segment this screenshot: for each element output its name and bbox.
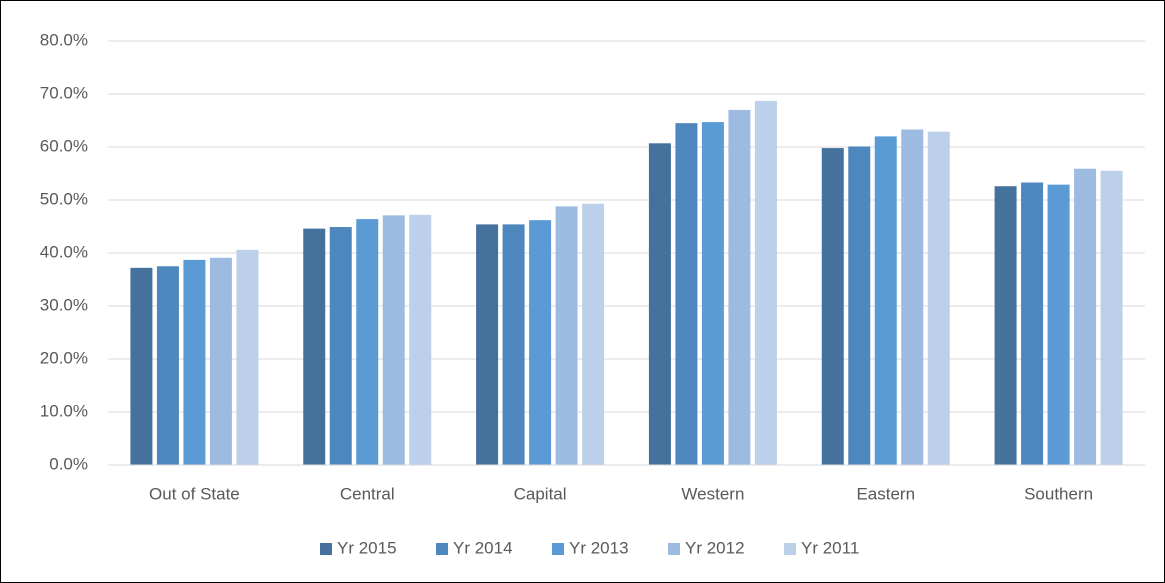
bar: [183, 259, 206, 465]
x-tick-label: Southern: [1024, 484, 1093, 503]
y-tick-label: 30.0%: [40, 295, 88, 314]
bar: [382, 215, 405, 465]
y-tick-label: 80.0%: [40, 30, 88, 49]
bar: [675, 123, 698, 466]
bar: [329, 227, 352, 465]
bar: [130, 267, 153, 465]
x-tick-label: Central: [340, 484, 395, 503]
bar: [303, 228, 326, 465]
bar: [701, 122, 724, 465]
bar: [821, 148, 844, 465]
bar: [1021, 182, 1044, 465]
x-tick-label: Western: [681, 484, 744, 503]
bar: [582, 203, 605, 465]
x-tick-label: Out of State: [149, 484, 240, 503]
legend-label: Yr 2014: [453, 538, 513, 557]
bar: [927, 131, 950, 465]
bar: [728, 109, 751, 466]
x-tick-label: Capital: [514, 484, 567, 503]
bar: [901, 129, 924, 465]
legend-swatch: [320, 543, 332, 555]
bar: [409, 214, 432, 465]
bar: [356, 219, 379, 465]
y-tick-label: 50.0%: [40, 189, 88, 208]
bar: [236, 249, 259, 465]
y-tick-label: 40.0%: [40, 242, 88, 261]
bar: [874, 136, 897, 465]
bar: [476, 224, 499, 465]
bar: [529, 220, 552, 465]
y-tick-label: 60.0%: [40, 136, 88, 155]
bar: [156, 266, 179, 465]
bar: [1074, 168, 1097, 466]
legend-label: Yr 2012: [685, 538, 745, 557]
legend-swatch: [784, 543, 796, 555]
y-tick-label: 70.0%: [40, 83, 88, 102]
y-tick-label: 0.0%: [49, 454, 88, 473]
bar: [1100, 170, 1123, 465]
bar: [848, 146, 871, 465]
legend-label: Yr 2015: [337, 538, 397, 557]
legend-swatch: [668, 543, 680, 555]
bar: [1047, 184, 1070, 465]
y-tick-label: 10.0%: [40, 401, 88, 420]
bar: [502, 224, 525, 465]
legend-label: Yr 2013: [569, 538, 629, 557]
bar: [754, 100, 777, 465]
legend-swatch: [436, 543, 448, 555]
legend-label: Yr 2011: [801, 538, 859, 557]
bar: [648, 143, 671, 466]
bar: [209, 257, 232, 465]
bar: [555, 206, 578, 466]
legend-swatch: [552, 543, 564, 555]
bar: [994, 186, 1017, 465]
y-tick-label: 20.0%: [40, 348, 88, 367]
x-tick-label: Eastern: [856, 484, 915, 503]
